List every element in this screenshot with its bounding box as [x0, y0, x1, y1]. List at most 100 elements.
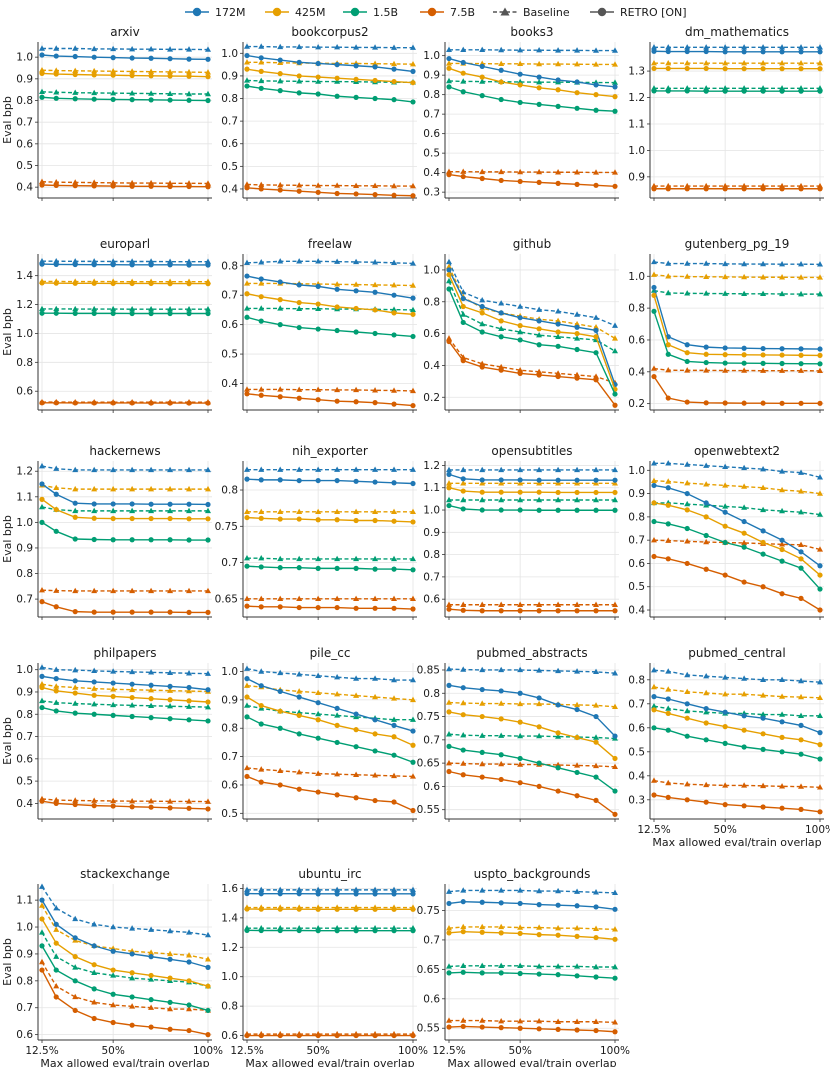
baseline-172m-point — [244, 886, 250, 893]
retro-425m-point — [498, 716, 504, 722]
retro-1-5b-point — [574, 973, 580, 979]
retro-7-5b-point — [479, 608, 485, 614]
retro-172m-point — [391, 66, 397, 72]
baseline-7-5b-point — [148, 179, 155, 186]
y-tick-label: 0.7 — [423, 934, 440, 946]
baseline-425m-point — [410, 60, 416, 67]
retro-172m-point — [665, 485, 671, 491]
baseline-1-5b-point — [410, 716, 416, 722]
retro-425m-point — [498, 930, 504, 936]
baseline-7-5b-point — [39, 178, 45, 184]
baseline-425m-point — [536, 924, 543, 930]
retro-1-5b-point — [446, 970, 452, 976]
baseline-1-5b-point — [760, 506, 767, 513]
retro-425m-point — [722, 523, 728, 529]
retro-7-5b-point — [446, 1024, 452, 1030]
baseline-172m-point — [498, 887, 505, 893]
baseline-172m-point — [612, 47, 618, 53]
retro-425m-point — [167, 281, 173, 287]
retro-1-5b-point — [391, 97, 397, 103]
baseline-425m-point — [779, 59, 786, 66]
baseline-7-5b-point — [244, 386, 250, 392]
retro-1-5b-point — [353, 565, 359, 571]
legend-label: 1.5B — [373, 6, 398, 19]
baseline-7-5b-point — [760, 367, 767, 373]
baseline-425m-point — [684, 59, 691, 66]
retro-425m-point — [665, 65, 671, 72]
x-tick-label: 12.5% — [230, 1045, 263, 1057]
baseline-7-5b-point — [353, 771, 360, 777]
retro-1-5b-point — [39, 310, 45, 316]
retro-7-5b-point — [517, 1025, 523, 1031]
baseline-172m-point — [53, 45, 60, 51]
retro-172m-point — [244, 273, 250, 279]
baseline-425m-point — [186, 485, 193, 492]
retro-172m-point — [277, 891, 283, 897]
baseline-7-5b-point — [334, 770, 341, 777]
retro-1-5b-line — [246, 85, 414, 103]
baseline-7-5b-point — [258, 181, 265, 188]
y-tick-label: 1.0 — [16, 328, 33, 340]
retro-425m-point — [186, 73, 192, 79]
baseline-7-5b-line — [41, 798, 209, 803]
retro-172m-line — [246, 478, 414, 485]
y-tick-label: 1.2 — [16, 466, 33, 478]
baseline-425m-point — [555, 480, 562, 486]
retro-1-5b-point — [817, 361, 823, 367]
retro-1-5b-point — [779, 749, 785, 755]
baseline-1-5b-point — [498, 325, 505, 332]
retro-7-5b-point — [167, 609, 173, 615]
retro-425m-point — [779, 352, 785, 358]
baseline-425m-point — [167, 68, 174, 75]
baseline-7-5b-point — [741, 782, 748, 788]
retro-1-5b-point — [498, 507, 504, 513]
baseline-172m-point — [110, 466, 117, 473]
retro-425m-point — [353, 76, 359, 82]
baseline-1-5b-point — [296, 555, 303, 562]
retro-1-5b-point — [167, 97, 173, 103]
baseline-425m-point — [460, 480, 467, 486]
retro-1-5b-point — [110, 537, 116, 543]
retro-1-5b-point — [334, 565, 340, 571]
baseline-1-5b-point — [91, 89, 98, 96]
baseline-425m-point — [72, 684, 79, 690]
retro-7-5b-point — [460, 173, 466, 180]
baseline-425m-point — [148, 686, 155, 693]
retro-7-5b-line — [41, 184, 209, 188]
baseline-172m-point — [741, 44, 748, 50]
baseline-7-5b-point — [517, 761, 524, 767]
baseline-172m-point — [391, 676, 398, 683]
baseline-425m-point — [760, 484, 767, 490]
panel-title: bookcorpus2 — [291, 25, 368, 39]
y-tick-label: 0.8 — [16, 357, 33, 369]
retro-7-5b-point — [665, 794, 671, 801]
retro-7-5b-point — [593, 797, 599, 803]
retro-1-5b-point — [536, 760, 542, 766]
retro-172m-point — [446, 55, 452, 62]
baseline-1-5b-point — [391, 306, 398, 312]
retro-1-5b-point — [167, 716, 173, 722]
baseline-7-5b-point — [741, 367, 748, 373]
baseline-1-5b-point — [334, 712, 341, 718]
baseline-1-5b-point — [186, 90, 193, 97]
baseline-1-5b-point — [798, 509, 805, 515]
retro-425m-point — [798, 556, 804, 562]
baseline-425m-point — [410, 508, 416, 514]
baseline-425m-point — [741, 59, 748, 66]
retro-425m-point — [186, 698, 192, 704]
baseline-172m-line — [448, 261, 616, 327]
retro-7-5b-point — [315, 1032, 321, 1039]
retro-7-5b-point — [372, 605, 378, 611]
retro-1-5b-point — [651, 518, 657, 525]
baseline-7-5b-point — [258, 595, 265, 602]
retro-172m-point — [722, 509, 728, 515]
baseline-172m-point — [798, 260, 805, 267]
y-tick-label: 1.0 — [221, 666, 238, 678]
retro-425m-point — [651, 707, 657, 713]
retro-172m-point — [410, 891, 416, 897]
baseline-1-5b-point — [244, 702, 250, 708]
retro-7-5b-point — [39, 599, 45, 605]
retro-172m-point — [517, 900, 523, 907]
retro-7-5b-point — [684, 560, 690, 567]
retro-425m-point — [612, 489, 618, 496]
